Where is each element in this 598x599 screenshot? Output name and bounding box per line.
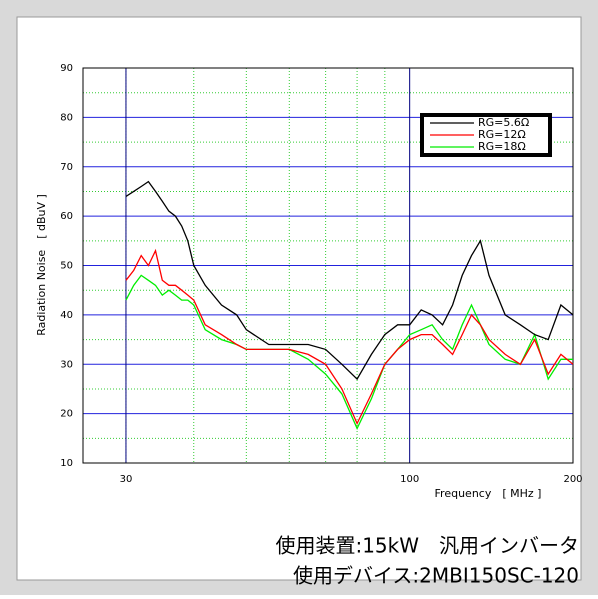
x-axis-label: Frequency [ MHz ] (435, 487, 542, 500)
line (125, 248, 574, 426)
plot-border (82, 67, 574, 464)
annotation: 使用デバイス:2MBI150SC-120 (293, 564, 579, 588)
line (125, 274, 573, 430)
y-tick-label: 40 (60, 310, 73, 321)
legend-label: RG=5.6Ω (478, 116, 529, 129)
annotation: 使用装置:15kW 汎用インバータ (275, 534, 579, 558)
legend-label: RG=12Ω (478, 128, 526, 141)
legend-label: RG=18Ω (478, 140, 526, 153)
y-tick-label: 70 (60, 162, 73, 173)
x-tick-label: 200 (563, 474, 582, 485)
y-tick-label: 20 (60, 409, 73, 420)
y-tick-label: 60 (60, 211, 73, 222)
y-tick-label: 30 (60, 359, 73, 370)
x-tick-label: 100 (400, 474, 419, 485)
y-tick-label: 10 (60, 458, 73, 469)
y-tick-label: 80 (60, 112, 73, 123)
line (125, 180, 574, 381)
y-tick-label: 90 (60, 63, 73, 74)
y-tick-label: 50 (60, 261, 73, 272)
y-axis-label: Radiation Noise [ dBuV ] (35, 194, 48, 336)
x-tick-label: 30 (120, 474, 133, 485)
